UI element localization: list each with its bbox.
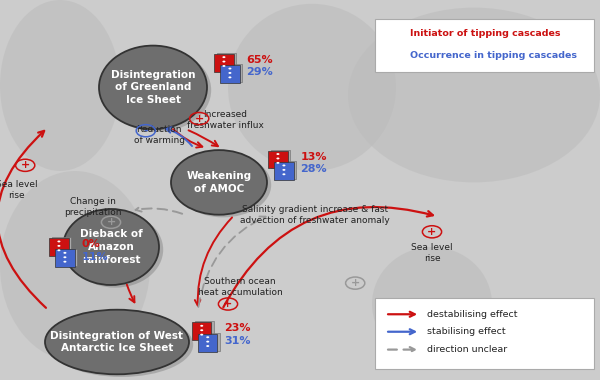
Text: Dieback of
Amazon
rainforest: Dieback of Amazon rainforest [80, 229, 142, 265]
FancyBboxPatch shape [223, 64, 242, 82]
Text: Disintegration
of Greenland
Ice Sheet: Disintegration of Greenland Ice Sheet [111, 70, 195, 105]
Ellipse shape [103, 48, 211, 132]
Circle shape [206, 345, 209, 347]
Text: destabilising effect: destabilising effect [427, 310, 518, 319]
FancyBboxPatch shape [214, 54, 233, 71]
FancyBboxPatch shape [386, 27, 401, 41]
Ellipse shape [67, 212, 163, 288]
Circle shape [393, 30, 395, 31]
Circle shape [223, 56, 226, 58]
Circle shape [393, 36, 395, 37]
Circle shape [58, 249, 61, 251]
FancyBboxPatch shape [274, 162, 293, 180]
Circle shape [229, 72, 232, 74]
FancyBboxPatch shape [271, 150, 290, 168]
Circle shape [277, 157, 280, 160]
Text: 0%: 0% [82, 239, 100, 249]
FancyBboxPatch shape [388, 48, 404, 62]
FancyBboxPatch shape [198, 334, 217, 352]
Circle shape [393, 33, 395, 34]
Text: Southern ocean
heat accumulation: Southern ocean heat accumulation [197, 277, 283, 297]
Circle shape [393, 51, 395, 52]
Text: Increased
freshwater influx: Increased freshwater influx [187, 110, 263, 130]
FancyBboxPatch shape [49, 238, 68, 256]
Text: Weakening
of AMOC: Weakening of AMOC [187, 171, 251, 194]
FancyBboxPatch shape [268, 150, 287, 168]
FancyBboxPatch shape [58, 249, 77, 266]
Text: +: + [427, 227, 437, 237]
Circle shape [64, 256, 67, 258]
FancyBboxPatch shape [375, 298, 594, 369]
Text: Change in
precipitation: Change in precipitation [64, 197, 122, 217]
Ellipse shape [0, 171, 150, 361]
Ellipse shape [175, 153, 271, 217]
Text: 13%: 13% [301, 152, 327, 162]
Text: +: + [20, 160, 30, 170]
Text: 65%: 65% [247, 55, 273, 65]
Text: Disintegration of West
Antarctic Ice Sheet: Disintegration of West Antarctic Ice She… [50, 331, 184, 353]
Text: direction unclear: direction unclear [427, 345, 508, 354]
Circle shape [283, 169, 286, 171]
FancyBboxPatch shape [220, 65, 239, 83]
Ellipse shape [63, 209, 159, 285]
Ellipse shape [0, 0, 120, 171]
Circle shape [64, 252, 67, 254]
Text: 28%: 28% [301, 164, 327, 174]
Circle shape [58, 241, 61, 242]
Text: stabilising effect: stabilising effect [427, 327, 506, 336]
Circle shape [229, 76, 232, 78]
Ellipse shape [49, 312, 193, 377]
Ellipse shape [228, 4, 396, 171]
FancyBboxPatch shape [192, 322, 211, 340]
FancyBboxPatch shape [52, 237, 71, 255]
FancyBboxPatch shape [201, 333, 220, 351]
Ellipse shape [171, 150, 267, 215]
FancyBboxPatch shape [388, 27, 404, 40]
FancyBboxPatch shape [386, 49, 401, 63]
Text: +: + [106, 217, 116, 227]
Text: +: + [194, 114, 204, 124]
Text: 31%: 31% [224, 336, 251, 346]
Text: Sea level
rise: Sea level rise [0, 180, 38, 200]
Circle shape [393, 54, 395, 56]
Text: +: + [223, 299, 233, 309]
Ellipse shape [348, 8, 600, 182]
Text: Occurrence in tipping cascades: Occurrence in tipping cascades [410, 51, 577, 60]
Circle shape [277, 162, 280, 164]
Circle shape [277, 153, 280, 155]
FancyBboxPatch shape [277, 161, 296, 179]
Text: 29%: 29% [247, 67, 274, 77]
Ellipse shape [99, 46, 207, 129]
Text: +: + [350, 278, 360, 288]
Text: Reduction
of warming: Reduction of warming [133, 125, 185, 145]
Text: 11%: 11% [82, 252, 108, 261]
Circle shape [283, 173, 286, 175]
FancyBboxPatch shape [55, 249, 74, 267]
Circle shape [283, 165, 286, 166]
Circle shape [200, 325, 203, 327]
Circle shape [200, 329, 203, 331]
Text: Initiator of tipping cascades: Initiator of tipping cascades [410, 29, 560, 38]
Circle shape [206, 340, 209, 343]
Ellipse shape [372, 247, 492, 361]
Text: Sea level
rise: Sea level rise [411, 243, 453, 263]
Circle shape [58, 245, 61, 247]
Circle shape [223, 65, 226, 67]
Circle shape [229, 68, 232, 70]
Ellipse shape [45, 310, 189, 374]
Text: Salinity gradient increase & fast
advection of freshwater anomaly: Salinity gradient increase & fast advect… [240, 205, 390, 225]
FancyBboxPatch shape [195, 321, 214, 339]
Circle shape [206, 336, 209, 338]
Text: -: - [143, 126, 148, 136]
FancyBboxPatch shape [375, 19, 594, 72]
Circle shape [223, 60, 226, 63]
Circle shape [64, 261, 67, 263]
Text: 23%: 23% [224, 323, 251, 333]
FancyBboxPatch shape [217, 53, 236, 71]
Circle shape [200, 334, 203, 336]
Circle shape [393, 58, 395, 59]
